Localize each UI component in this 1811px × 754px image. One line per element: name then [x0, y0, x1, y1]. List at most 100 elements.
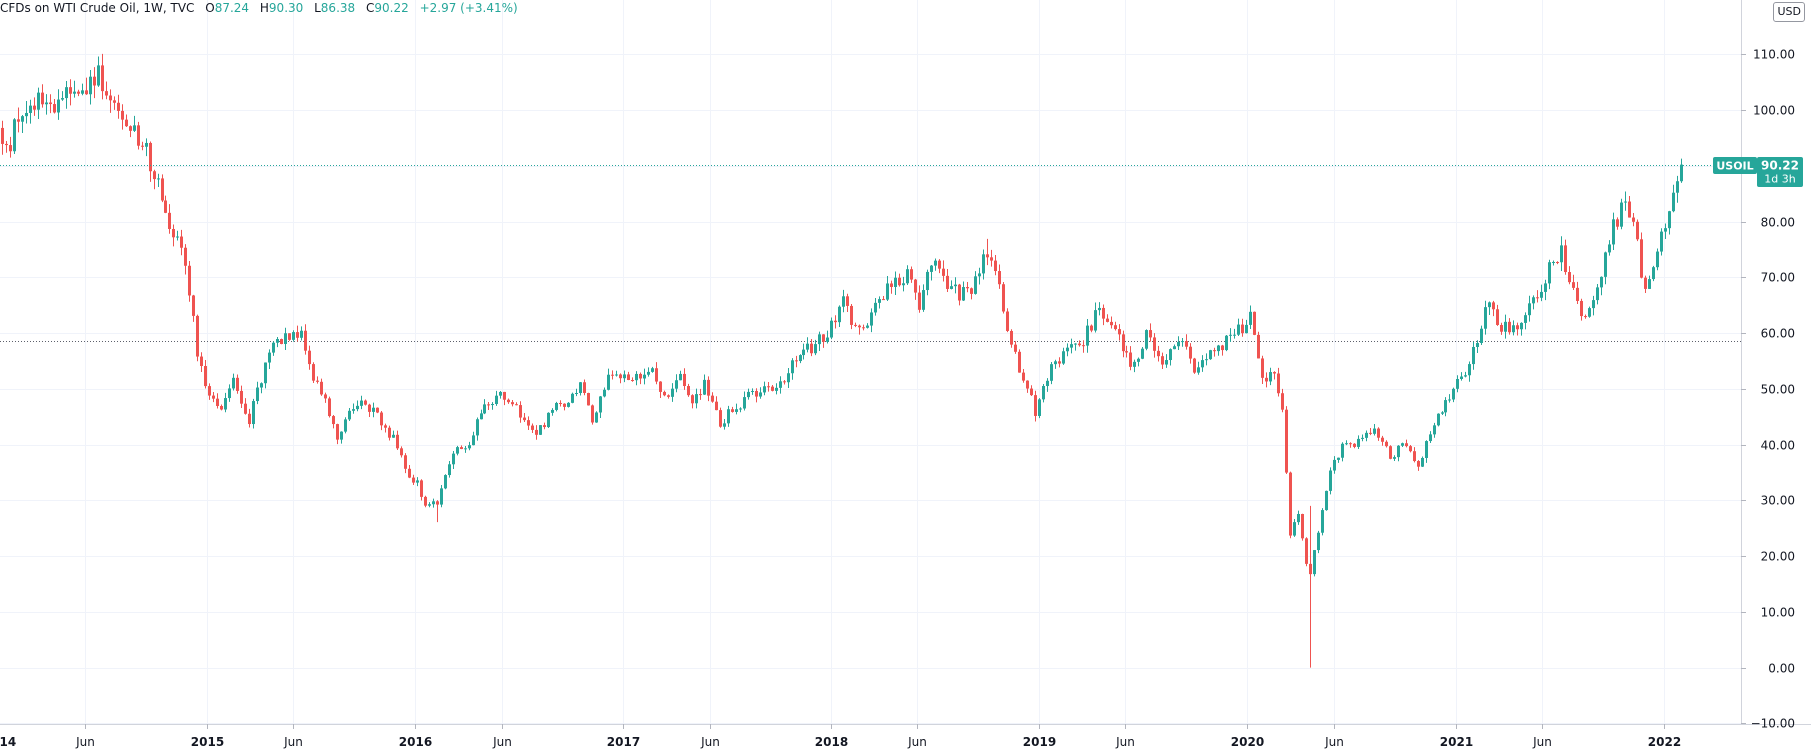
candle-body — [523, 417, 526, 421]
candle — [352, 403, 355, 414]
candle-body — [1285, 409, 1288, 473]
candle-body — [228, 388, 231, 399]
candle-body — [1133, 361, 1136, 367]
candle — [456, 445, 459, 456]
time-axis[interactable]: 2014 Jun 2015 Jun 2016 Jun 2017 Jun 2018 Jun 2019 J… — [0, 724, 1681, 749]
candle-body — [1161, 356, 1164, 365]
candle-body — [723, 423, 726, 427]
candle — [1417, 460, 1420, 471]
candle — [109, 89, 112, 113]
candle-body — [495, 395, 498, 405]
candle — [328, 396, 331, 418]
candle-body — [535, 429, 538, 435]
candle — [1118, 324, 1121, 341]
candle-body — [1042, 386, 1045, 400]
candle — [1193, 357, 1196, 374]
candle-body — [29, 105, 32, 113]
candle-body — [1480, 328, 1483, 343]
candle-body — [727, 409, 730, 424]
currency-selector[interactable]: USD — [1773, 2, 1805, 22]
candle-body — [312, 364, 315, 381]
candle-body — [117, 102, 120, 111]
candle-body — [208, 386, 211, 396]
candle — [934, 258, 937, 271]
candle — [651, 366, 654, 373]
candle-body — [882, 299, 885, 301]
candle — [990, 249, 993, 267]
candle-body — [1405, 443, 1408, 447]
candle — [1544, 279, 1547, 301]
last-price-label: USOIL 90.22 1d 3h — [1713, 157, 1803, 187]
price-axis[interactable]: −10.00 0.00 10.00 20.00 30.00 40.00 50.00 60.00… — [1741, 48, 1795, 731]
y-tick-label: 40.00 — [1761, 439, 1795, 453]
candle — [842, 289, 845, 313]
candle-body — [1668, 211, 1671, 229]
x-tick-label: 2014 — [0, 735, 16, 749]
candle — [854, 322, 857, 328]
candle — [1401, 442, 1404, 448]
y-tick-label: −10.00 — [1751, 717, 1795, 731]
legend-high-value: 90.30 — [268, 1, 304, 15]
candle-body — [1616, 219, 1619, 227]
candle-body — [452, 453, 455, 465]
candle-body — [755, 390, 758, 397]
candle-body — [204, 365, 207, 387]
candle-body — [260, 383, 263, 388]
candle-body — [1472, 346, 1475, 365]
candle — [1588, 306, 1591, 318]
candle-body — [503, 391, 506, 400]
candle-body — [1261, 358, 1264, 378]
candle-body — [256, 387, 259, 402]
candle — [519, 401, 522, 423]
candle-body — [1572, 282, 1575, 288]
candle-body — [487, 404, 490, 406]
candle-body — [1205, 359, 1208, 361]
candle — [1185, 334, 1188, 350]
candle-body — [1652, 267, 1655, 280]
candle — [408, 464, 411, 479]
candle-body — [1337, 457, 1340, 460]
candle-body — [41, 92, 44, 105]
candle — [316, 376, 319, 384]
candle — [814, 339, 817, 356]
candle-body — [1556, 262, 1559, 264]
candle — [771, 385, 774, 392]
candle — [296, 325, 299, 342]
candle — [244, 398, 247, 415]
candle-body — [1106, 318, 1109, 322]
candle — [29, 99, 32, 124]
candle-body — [1676, 181, 1679, 193]
candle — [256, 381, 259, 405]
candle-body — [531, 425, 534, 430]
candle-body — [380, 412, 383, 426]
candle-body — [176, 236, 179, 238]
candle-body — [1293, 522, 1296, 536]
legend-symbol: CFDs on WTI Crude Oil, 1W, TVC — [0, 1, 195, 15]
candle-body — [527, 420, 530, 426]
candle — [591, 404, 594, 425]
candle — [105, 81, 108, 100]
candle — [830, 317, 833, 340]
candle — [719, 407, 722, 428]
candle-body — [1500, 324, 1503, 332]
candle — [1556, 261, 1559, 265]
candle — [432, 498, 435, 508]
candle-body — [1309, 563, 1312, 575]
candle-body — [53, 104, 56, 113]
candle-body — [751, 390, 754, 392]
candle-body — [795, 360, 798, 362]
candle — [1644, 275, 1647, 294]
candle — [145, 138, 148, 157]
candle-body — [571, 393, 574, 403]
candle-body — [747, 391, 750, 398]
candle-body — [763, 386, 766, 393]
candle — [164, 195, 167, 214]
candle-body — [25, 112, 28, 117]
candle — [1257, 331, 1260, 359]
candle-body — [695, 394, 698, 404]
candle — [527, 416, 530, 431]
candle — [168, 204, 171, 234]
candle — [380, 410, 383, 431]
candle — [472, 431, 475, 446]
